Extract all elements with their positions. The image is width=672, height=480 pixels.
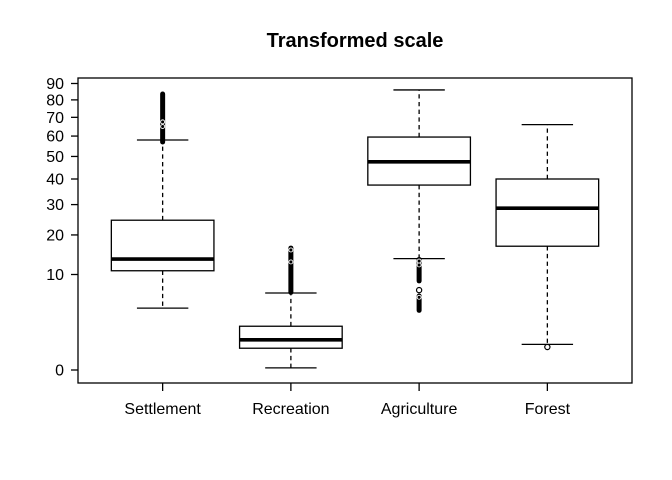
y-tick-label: 30 [46, 197, 64, 214]
outlier-ring [416, 294, 422, 300]
y-tick-label: 0 [55, 363, 64, 380]
y-tick-label: 60 [46, 129, 64, 146]
chart-title: Transformed scale [266, 30, 444, 52]
y-tick-label: 50 [46, 149, 64, 166]
outlier-ring [416, 262, 422, 268]
outlier-point [415, 286, 423, 294]
iqr-box [110, 219, 215, 272]
y-tick-label: 20 [46, 227, 64, 244]
y-tick-label: 10 [46, 267, 64, 284]
x-category-label: Forest [525, 401, 571, 418]
x-category-label: Settlement [124, 401, 201, 418]
outlier-ring [288, 247, 294, 253]
iqr-box [238, 325, 343, 349]
x-category-label: Recreation [252, 401, 329, 418]
outlier-ring [288, 259, 294, 265]
iqr-box [495, 178, 600, 247]
y-tick-label: 40 [46, 171, 64, 188]
y-tick-label: 90 [46, 76, 64, 93]
plot-border [77, 77, 633, 384]
y-tick-label: 70 [46, 110, 64, 127]
outlier-point [544, 343, 551, 351]
y-tick-label: 80 [46, 92, 64, 109]
x-category-label: Agriculture [381, 401, 458, 418]
outlier-ring [160, 124, 166, 129]
outlier-ring [160, 119, 166, 125]
